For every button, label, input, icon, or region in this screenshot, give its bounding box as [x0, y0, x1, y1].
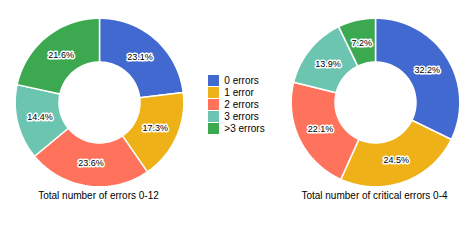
html-text:3 errors: 3 errors	[224, 111, 259, 122]
svg-text:24.5%: 24.5%	[383, 155, 409, 165]
svg-text:32.2%: 32.2%	[414, 65, 440, 75]
svg-text:21.6%: 21.6%	[48, 50, 74, 60]
html-text:Total number of errors 0-12: Total number of errors 0-12	[38, 190, 159, 201]
html-text:2 errors: 2 errors	[224, 99, 259, 110]
svg-text:23.6%: 23.6%	[78, 158, 104, 168]
html-text:>3 errors: >3 errors	[224, 123, 265, 134]
svg-text:14.4%: 14.4%	[27, 112, 53, 122]
svg-text:22.1%: 22.1%	[307, 124, 333, 134]
html-text:1 error: 1 error	[224, 87, 254, 98]
svg-text:13.9%: 13.9%	[315, 59, 341, 69]
html-text:Total number of critical error: Total number of critical errors 0-4	[301, 190, 448, 201]
svg-text:23.1%: 23.1%	[127, 52, 153, 62]
html-text:0 errors: 0 errors	[224, 75, 259, 86]
svg-text:7.2%: 7.2%	[351, 38, 372, 48]
svg-text:17.3%: 17.3%	[142, 123, 168, 133]
